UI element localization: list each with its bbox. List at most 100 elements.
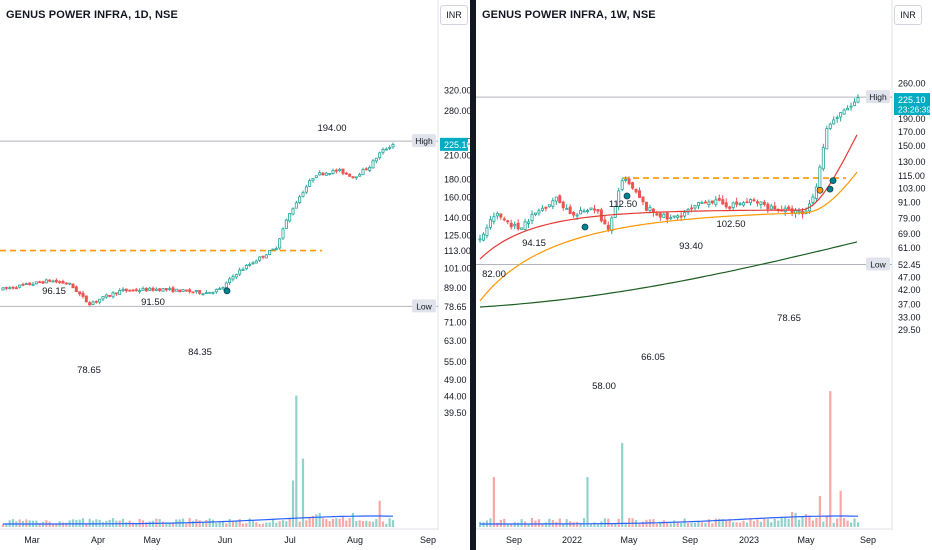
candle-body — [1, 287, 5, 291]
candle-body — [513, 224, 517, 227]
candle-body — [161, 288, 165, 292]
volume-bar — [321, 518, 325, 527]
y-tick-label: 44.00 — [444, 391, 467, 401]
candle-body — [572, 211, 576, 216]
candle-body — [658, 213, 662, 218]
candle-body — [551, 200, 555, 207]
candle-body — [218, 288, 222, 290]
candle-body — [14, 287, 18, 290]
event-marker — [581, 223, 589, 231]
candle-body — [4, 286, 8, 289]
volume-bar — [261, 523, 265, 527]
volume-bar — [351, 513, 355, 527]
candle-body — [94, 300, 98, 303]
candle-body — [745, 201, 749, 204]
candle-body — [825, 128, 829, 150]
volume-bar — [825, 515, 828, 527]
volume-bar — [265, 522, 268, 527]
candle-body — [391, 144, 395, 148]
pane-divider[interactable] — [470, 0, 476, 550]
volume-bar — [268, 522, 271, 527]
volume-bar — [839, 490, 842, 527]
price-annotation: 96.15 — [42, 286, 66, 297]
candle-body — [846, 107, 850, 111]
volume-bar — [208, 518, 211, 527]
candle-body — [787, 206, 791, 210]
weekly-currency-button[interactable]: INR — [894, 5, 922, 25]
candle-body — [728, 206, 732, 209]
volume-bar — [148, 521, 151, 527]
candle-body — [271, 248, 275, 251]
candle-body — [579, 210, 583, 215]
candle-body — [84, 295, 88, 303]
candle-body — [561, 201, 565, 209]
daily-chart-pane[interactable]: 320.00 280.00 210.00 180.00 160.00 140.00 125.… — [0, 0, 470, 550]
x-tick-label: May — [143, 535, 161, 545]
volume-bar — [482, 522, 485, 527]
x-tick-label: Apr — [91, 535, 105, 545]
candle-body — [717, 197, 721, 201]
volume-bar — [385, 523, 388, 527]
volume-bar — [161, 521, 165, 527]
candle-body — [665, 212, 669, 220]
candle-body — [44, 279, 48, 284]
candle-body — [839, 112, 843, 118]
volume-bar — [738, 522, 742, 527]
volume-bar — [95, 519, 98, 527]
volume-bar — [138, 518, 141, 527]
x-tick-label: Mar — [24, 535, 40, 545]
candle-body — [304, 186, 308, 193]
y-tick-label: 71.00 — [444, 318, 467, 328]
event-marker — [223, 287, 231, 295]
candle-body — [194, 290, 198, 292]
volume-bar — [697, 520, 700, 527]
candle-body — [710, 200, 714, 204]
candle-body — [669, 217, 673, 220]
candle-body — [144, 288, 148, 292]
volume-bar — [707, 519, 710, 527]
candle-body — [624, 179, 628, 181]
x-tick-label: Sep — [860, 535, 876, 545]
weekly-chart-svg[interactable]: 260.00 190.00 170.00 150.00 130.00 115.00 103.… — [476, 0, 932, 550]
candle-body — [388, 147, 392, 149]
daily-chart-svg[interactable]: 320.00 280.00 210.00 180.00 160.00 140.00 125.… — [0, 0, 470, 550]
candle-body — [254, 260, 258, 264]
volume-bar — [285, 521, 288, 527]
volume-bar — [527, 523, 530, 527]
y-tick-label: 89.00 — [444, 283, 467, 293]
candle-body — [124, 288, 128, 292]
volume-bar — [853, 518, 856, 527]
volume-bar — [735, 522, 738, 527]
volume-bar — [603, 518, 606, 527]
candle-body — [371, 160, 375, 169]
volume-bar — [492, 477, 495, 527]
candle-body — [224, 282, 228, 288]
weekly-chart-pane[interactable]: 260.00 190.00 170.00 150.00 130.00 115.00 103.… — [476, 0, 932, 550]
volume-bar — [818, 496, 821, 527]
candle-body — [298, 196, 302, 203]
volume-bar — [811, 520, 815, 527]
candle-body — [348, 173, 352, 177]
candle-body — [533, 212, 537, 215]
y-tick-label: 39.50 — [444, 408, 467, 418]
y-tick-label: 320.00 — [444, 86, 470, 96]
low-label-box — [866, 257, 890, 271]
candle-body — [268, 250, 272, 255]
candle-body — [231, 276, 235, 280]
candle-body — [714, 199, 718, 205]
volume-bar — [690, 522, 693, 527]
y-tick-label: 115.00 — [898, 171, 925, 181]
candle-body — [374, 157, 378, 162]
y-tick-label: 125.00 — [444, 231, 470, 241]
candle-body — [98, 298, 102, 303]
volume-ma-line — [480, 515, 859, 525]
daily-currency-button[interactable]: INR — [440, 5, 468, 25]
volume-bar — [201, 522, 205, 527]
candle-body — [620, 180, 624, 190]
volume-bar — [797, 519, 801, 527]
candle-body — [856, 97, 860, 103]
y-tick-label: 101.00 — [444, 263, 470, 273]
y-tick-label: 33.00 — [898, 312, 921, 322]
volume-bar — [11, 519, 15, 527]
volume-bar — [215, 523, 218, 527]
